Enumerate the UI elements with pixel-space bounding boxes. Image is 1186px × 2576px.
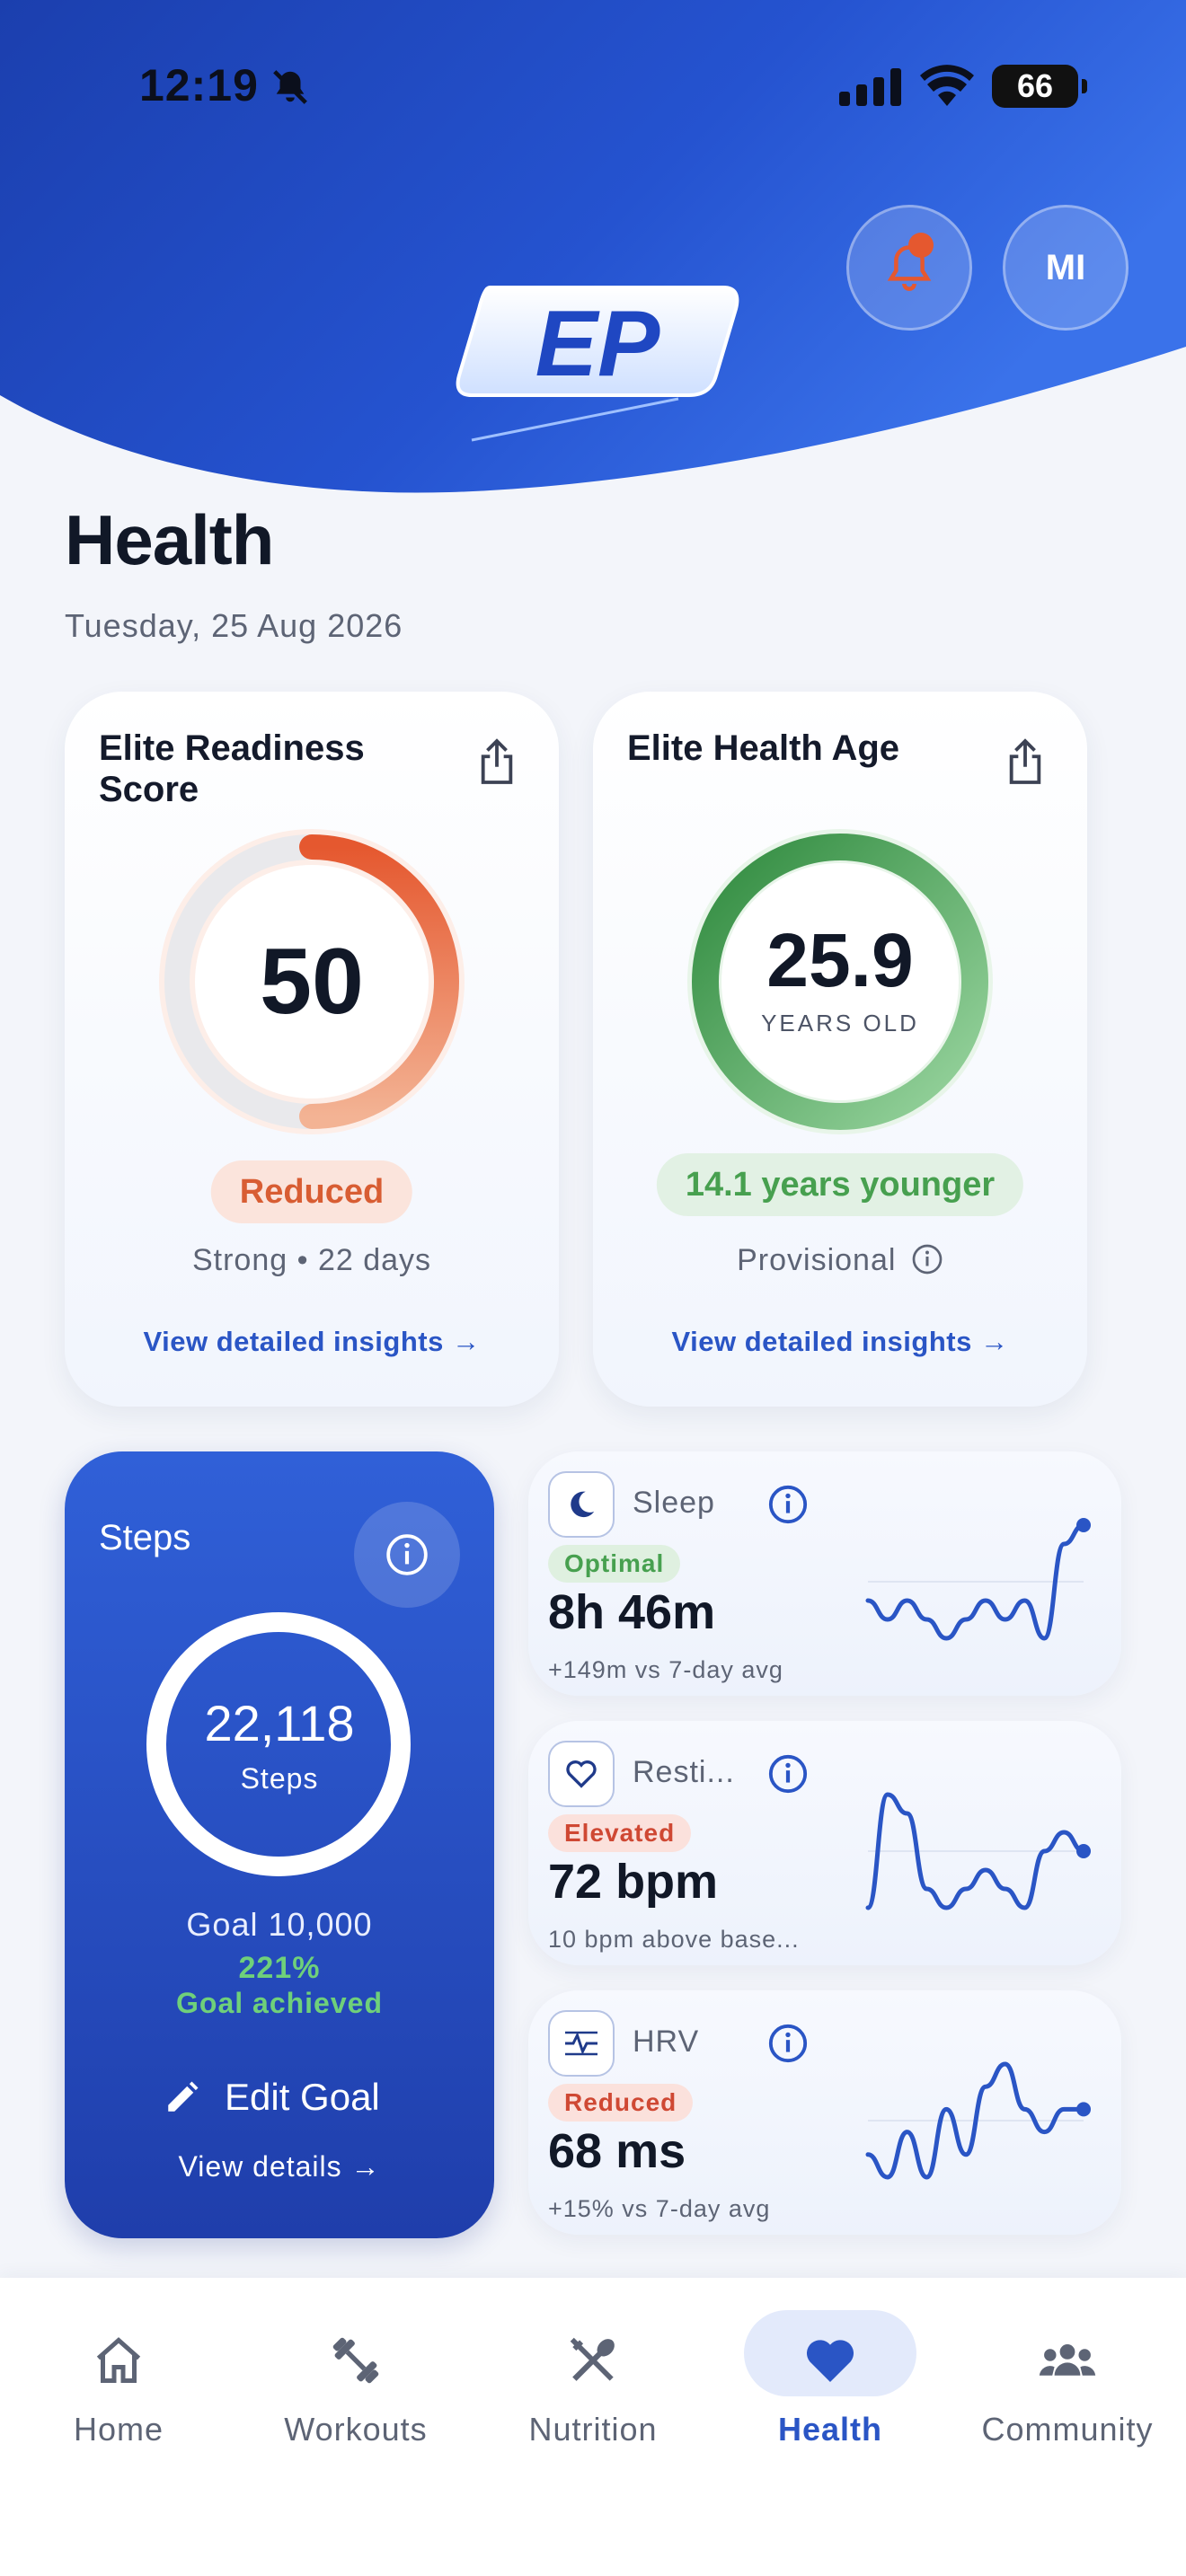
- readiness-insights-link[interactable]: View detailed insights →: [143, 1326, 481, 1357]
- health-age-provisional: Provisional: [593, 1243, 1087, 1278]
- sleep-comparison: +149m vs 7-day avg: [548, 1656, 783, 1683]
- readiness-streak: Strong • 22 days: [191, 1243, 432, 1277]
- sparkline-line: [865, 2061, 1086, 2180]
- share-icon[interactable]: [1005, 737, 1046, 787]
- moon-icon: [571, 1491, 595, 1518]
- nav-nutrition[interactable]: Nutrition: [474, 2278, 712, 2475]
- heart-icon-box: [548, 1741, 615, 1807]
- steps-view-details-link[interactable]: View details →: [178, 2150, 381, 2183]
- info-icon[interactable]: [767, 2023, 809, 2064]
- heart-icon: [794, 2325, 866, 2396]
- page-title: Health: [65, 500, 274, 579]
- steps-goal-achieved: Goal achieved: [176, 1987, 383, 2019]
- steps-goal-percent: 221%: [238, 1951, 321, 1985]
- nav-nutrition-label: Nutrition: [528, 2411, 658, 2448]
- steps-goal: Goal 10,000: [186, 1906, 373, 1943]
- community-icon: [1031, 2325, 1103, 2396]
- health-age-card[interactable]: Elite Health Age 25.9 YEARS OLD 14.1 yea…: [593, 692, 1087, 1407]
- steps-title: Steps: [99, 1518, 191, 1557]
- moon-icon-box: [548, 1471, 615, 1538]
- hrv-status-badge: Reduced: [548, 2084, 694, 2122]
- steps-progress-ring: [146, 1612, 411, 1876]
- hrv-sparkline: [865, 2061, 1091, 2180]
- sparkline-endpoint: [1076, 2102, 1091, 2117]
- hrv-comparison: +15% vs 7-day avg: [548, 2195, 771, 2222]
- dumbbell-icon: [320, 2325, 392, 2396]
- resting-heart-rate-card[interactable]: Resti... Elevated 72 bpm 10 bpm above ba…: [528, 1721, 1121, 1965]
- notifications-button[interactable]: [846, 205, 972, 331]
- resting-hr-value: 72 bpm: [548, 1855, 719, 1909]
- readiness-card-title: Elite Readiness Score: [99, 728, 365, 809]
- health-age-insights-link[interactable]: View detailed insights →: [671, 1326, 1009, 1357]
- profile-avatar-button[interactable]: MI: [1003, 205, 1128, 331]
- nav-workouts-label: Workouts: [284, 2411, 428, 2448]
- header-background: [0, 0, 1186, 493]
- sleep-status-badge: Optimal: [548, 1545, 681, 1583]
- ep-logo: EP: [456, 286, 739, 442]
- fork-knife-icon: [557, 2325, 629, 2396]
- battery-indicator: 66: [992, 65, 1087, 108]
- health-age-gauge: 25.9 YEARS OLD: [687, 829, 993, 1134]
- heart-outline-icon: [566, 1760, 597, 1788]
- nav-community-label: Community: [981, 2411, 1154, 2448]
- hrv-label: HRV: [633, 2025, 700, 2059]
- pencil-icon: [168, 2081, 199, 2112]
- hrv-icon-box: [548, 2010, 615, 2077]
- cellular-signal-icon: [839, 68, 901, 106]
- sparkline-line: [865, 1522, 1086, 1641]
- hrv-card[interactable]: HRV Reduced 68 ms +15% vs 7-day avg: [528, 1990, 1121, 2235]
- steps-card[interactable]: Steps 22,118 Steps Goal 10,000 221% Goal…: [65, 1451, 494, 2238]
- edit-goal-button[interactable]: Edit Goal: [164, 2068, 380, 2127]
- nav-health[interactable]: Health: [712, 2278, 949, 2475]
- readiness-score-value: 50: [260, 930, 364, 1034]
- nav-community[interactable]: Community: [949, 2278, 1186, 2475]
- notification-badge: [908, 233, 934, 258]
- logo-text: EP: [535, 292, 660, 396]
- nav-health-label: Health: [777, 2411, 883, 2448]
- hrv-value: 68 ms: [548, 2124, 686, 2178]
- info-icon: [386, 1534, 428, 1575]
- nav-home-label: Home: [73, 2411, 164, 2448]
- nav-home[interactable]: Home: [0, 2278, 237, 2475]
- sleep-value: 8h 46m: [548, 1585, 716, 1639]
- resting-hr-sparkline: [865, 1792, 1091, 1910]
- resting-hr-comparison: 10 bpm above base...: [548, 1926, 800, 1953]
- bottom-navigation: Home Workouts Nutrition Health Community: [0, 2278, 1186, 2576]
- nav-workouts[interactable]: Workouts: [237, 2278, 474, 2475]
- readiness-score-card[interactable]: Elite Readiness Score 50 Reduced Strong …: [65, 692, 559, 1407]
- sparkline-line: [865, 1792, 1086, 1910]
- sleep-sparkline: [865, 1518, 1091, 1641]
- steps-info-button[interactable]: [354, 1502, 460, 1608]
- resting-hr-label: Resti...: [633, 1755, 735, 1789]
- page-date: Tuesday, 25 Aug 2026: [65, 607, 403, 644]
- resting-hr-status-badge: Elevated: [548, 1814, 692, 1852]
- status-time: 12:19: [139, 60, 259, 110]
- info-icon[interactable]: [911, 1243, 943, 1275]
- steps-value: 22,118: [204, 1695, 355, 1751]
- hrv-waveform-icon: [565, 2031, 597, 2056]
- share-icon[interactable]: [476, 737, 518, 787]
- readiness-gauge: 50: [159, 829, 465, 1134]
- bell-muted-icon: [273, 70, 307, 104]
- home-icon: [83, 2325, 155, 2396]
- health-age-card-title: Elite Health Age: [627, 728, 900, 768]
- sleep-metric-card[interactable]: Sleep Optimal 8h 46m +149m vs 7-day avg: [528, 1451, 1121, 1696]
- health-age-unit: YEARS OLD: [761, 1010, 919, 1037]
- info-icon[interactable]: [767, 1753, 809, 1795]
- sleep-label: Sleep: [633, 1486, 715, 1520]
- provisional-label: Provisional: [737, 1243, 897, 1277]
- sparkline-endpoint: [1076, 1844, 1091, 1858]
- health-age-status-badge: 14.1 years younger: [656, 1153, 1024, 1216]
- readiness-status-badge: Reduced: [210, 1160, 413, 1223]
- wifi-icon: [920, 65, 974, 106]
- health-age-value: 25.9: [766, 918, 914, 1002]
- sparkline-endpoint: [1076, 1518, 1091, 1532]
- edit-goal-label: Edit Goal: [225, 2076, 380, 2118]
- steps-unit: Steps: [240, 1762, 319, 1795]
- info-icon[interactable]: [767, 1484, 809, 1525]
